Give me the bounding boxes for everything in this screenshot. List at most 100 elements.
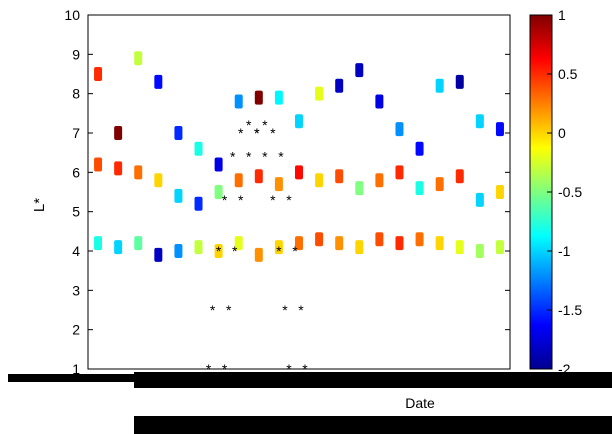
data-point [355, 63, 364, 78]
star-marker: * [270, 125, 276, 141]
star-marker: * [262, 117, 268, 133]
y-tick-label: 6 [72, 164, 80, 180]
data-point [274, 90, 283, 105]
star-marker: * [222, 361, 228, 377]
star-marker: * [206, 361, 212, 377]
data-point [94, 236, 103, 251]
x-tick-label: 10/27 [344, 375, 374, 389]
star-marker: * [298, 302, 304, 318]
data-point [274, 177, 283, 192]
data-point [114, 126, 123, 140]
x-axis-tick-labels: 10/20 10/25 10/27 10/29 10/30 11/02 [163, 375, 520, 389]
data-point [395, 165, 404, 180]
redaction-bar-bottom [134, 416, 612, 434]
data-point [335, 169, 344, 184]
data-point [415, 181, 424, 196]
star-marker: * [226, 302, 232, 318]
y-tick-label: 10 [64, 7, 80, 23]
data-point [295, 114, 303, 129]
data-point [234, 94, 243, 109]
star-marker: * [302, 361, 308, 377]
star-marker: * [246, 117, 252, 133]
series-4: ****** * ****** [222, 117, 308, 377]
data-point [495, 122, 504, 137]
data-point [194, 196, 203, 211]
y-tick-label: 2 [72, 322, 80, 338]
data-point [234, 236, 243, 251]
x-axis-label: Date [405, 395, 435, 411]
data-point [194, 141, 203, 156]
data-point [355, 240, 364, 255]
y-tick-label: 4 [72, 243, 80, 259]
y-tick-label: 5 [72, 204, 80, 220]
y-tick-label: 9 [72, 46, 80, 62]
data-point [134, 236, 143, 251]
data-point [415, 141, 424, 156]
data-point [475, 244, 484, 258]
data-point [435, 236, 444, 251]
data-point [475, 114, 484, 129]
star-marker: * [286, 361, 292, 377]
x-tick-label: 10/29 [405, 375, 435, 389]
data-point [375, 173, 384, 188]
data-point [415, 232, 424, 247]
data-point [254, 169, 263, 184]
star-marker: * [292, 243, 298, 259]
redaction-bar-left [8, 374, 134, 382]
colorbar-tick-label: 0.5 [558, 66, 578, 82]
star-marker: * [210, 302, 216, 318]
y-tick-label: 3 [72, 282, 80, 298]
colorbar-tick-label: 0 [558, 125, 566, 141]
star-marker: * [262, 149, 268, 165]
redaction-bar-top [134, 372, 612, 388]
data-point [234, 173, 243, 188]
x-tick-label: 11/02 [491, 375, 520, 389]
data-point [94, 67, 103, 81]
star-marker: * [286, 192, 292, 208]
y-axis-ticks [88, 14, 510, 370]
data-point [214, 244, 223, 258]
data-point [395, 122, 404, 137]
data-point [194, 240, 203, 255]
star-marker: * [216, 243, 222, 259]
data-point [495, 185, 504, 199]
star-marker: * [276, 243, 282, 259]
series-2 [94, 51, 504, 172]
star-marker: * [254, 125, 260, 141]
colorbar-tick-label: -1 [558, 243, 571, 259]
data-point [455, 74, 464, 89]
y-tick-label: 1 [72, 361, 80, 377]
series-layer: ****** * ************ * ****** [94, 51, 504, 377]
data-point [114, 161, 123, 176]
colorbar-tick-label: -0.5 [558, 184, 582, 200]
data-point [315, 173, 324, 188]
data-point [375, 94, 384, 109]
data-point [355, 181, 364, 196]
data-point [295, 236, 303, 251]
star-marker: * [238, 125, 244, 141]
data-point [274, 240, 283, 255]
colorbar-ticks [547, 14, 552, 370]
star-marker: * [278, 149, 284, 165]
data-point [375, 232, 384, 247]
data-point [395, 236, 404, 251]
data-point [335, 78, 344, 93]
x-tick-label: 10/25 [264, 375, 294, 389]
star-marker: * [222, 192, 228, 208]
x-tick-label: 10/20 [163, 375, 193, 389]
data-point [435, 177, 444, 192]
colorbar-tick-labels: 10.50-0.5-1-1.5-2 [558, 7, 582, 377]
data-point [295, 165, 303, 180]
data-point [114, 240, 123, 255]
data-point [154, 173, 163, 188]
data-point [154, 247, 163, 262]
data-point [254, 90, 263, 105]
star-marker: * [270, 192, 276, 208]
data-point [335, 236, 344, 251]
star-marker: * [246, 149, 252, 165]
star-marker: * [238, 192, 244, 208]
series-3: ****** * ****** [206, 117, 292, 377]
y-axis-tick-labels: 1 2 3 4 5 6 7 8 9 10 [64, 7, 80, 377]
y-tick-label: 8 [72, 86, 80, 102]
